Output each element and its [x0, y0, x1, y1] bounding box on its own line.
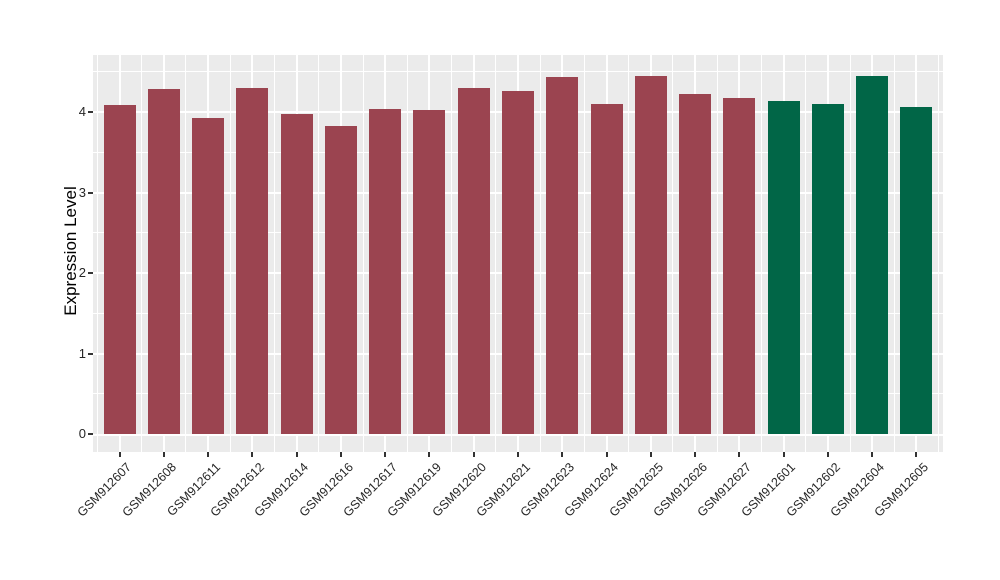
gridline-minor-vertical: [938, 55, 940, 452]
bar-GSM912608: [147, 89, 180, 434]
y-tick-mark: [88, 352, 93, 355]
x-tick-mark: [339, 452, 342, 457]
gridline-minor-vertical: [318, 55, 320, 452]
x-tick-mark: [561, 452, 564, 457]
bar-GSM912607: [103, 104, 136, 434]
bar-GSM912619: [413, 110, 446, 434]
bar-GSM912626: [679, 94, 712, 434]
gridline-minor-vertical: [760, 55, 762, 452]
gridline-minor-vertical: [451, 55, 453, 452]
bar-GSM912601: [767, 100, 800, 434]
x-tick-mark: [428, 452, 431, 457]
bar-GSM912605: [900, 107, 933, 434]
gridline-major-horizontal: [93, 434, 943, 436]
gridline-minor-vertical: [362, 55, 364, 452]
gridline-minor-vertical: [628, 55, 630, 452]
x-tick-mark: [649, 452, 652, 457]
x-tick-mark: [295, 452, 298, 457]
gridline-minor-vertical: [716, 55, 718, 452]
gridline-minor-vertical: [185, 55, 187, 452]
x-tick-mark: [207, 452, 210, 457]
bar-GSM912614: [280, 113, 313, 434]
gridline-minor-vertical: [893, 55, 895, 452]
gridline-minor-vertical: [672, 55, 674, 452]
y-tick-label: 0: [78, 426, 86, 441]
y-axis-title: Expression Level: [61, 186, 80, 316]
y-tick-label: 3: [78, 184, 86, 200]
gridline-minor-vertical: [406, 55, 408, 452]
y-tick-mark: [88, 272, 93, 274]
x-tick-mark: [251, 452, 254, 457]
x-tick-mark: [826, 452, 829, 457]
bar-GSM912627: [723, 98, 756, 434]
gridline-minor-vertical: [849, 55, 851, 452]
x-tick-mark: [871, 452, 874, 457]
bar-GSM912612: [236, 87, 269, 434]
gridline-minor-vertical: [274, 55, 275, 452]
x-tick-mark: [738, 452, 741, 457]
bar-GSM912611: [192, 118, 225, 434]
y-tick-label: 1: [78, 345, 86, 361]
gridline-minor-vertical: [495, 55, 497, 452]
x-tick-mark: [915, 452, 918, 457]
y-tick-label: 4: [78, 104, 86, 119]
y-tick-mark: [88, 433, 93, 435]
bar-GSM912624: [590, 103, 623, 434]
x-tick-mark: [605, 452, 608, 457]
gridline-minor-vertical: [96, 55, 98, 452]
gridline-minor-vertical: [539, 55, 541, 452]
bar-GSM912625: [634, 75, 667, 434]
plot-panel: [93, 55, 943, 452]
y-tick-label: 2: [78, 265, 86, 280]
bar-GSM912602: [811, 103, 844, 434]
bar-GSM912617: [369, 108, 402, 434]
bar-GSM912620: [457, 87, 490, 434]
x-tick-mark: [517, 452, 519, 457]
x-tick-mark: [782, 452, 785, 457]
gridline-minor-vertical: [141, 55, 143, 452]
bar-GSM912623: [546, 77, 579, 434]
gridline-minor-vertical: [583, 55, 585, 452]
x-tick-mark: [118, 452, 121, 457]
x-tick-mark: [694, 452, 697, 457]
gridline-minor-vertical: [229, 55, 231, 452]
x-tick-mark: [472, 452, 475, 457]
x-tick-mark: [384, 452, 387, 457]
bar-GSM912621: [502, 91, 534, 434]
x-tick-mark: [162, 452, 165, 457]
y-tick-mark: [88, 111, 93, 113]
bar-GSM912604: [856, 75, 889, 434]
gridline-minor-vertical: [805, 55, 807, 452]
y-tick-mark: [88, 191, 93, 194]
bar-GSM912616: [324, 125, 357, 434]
